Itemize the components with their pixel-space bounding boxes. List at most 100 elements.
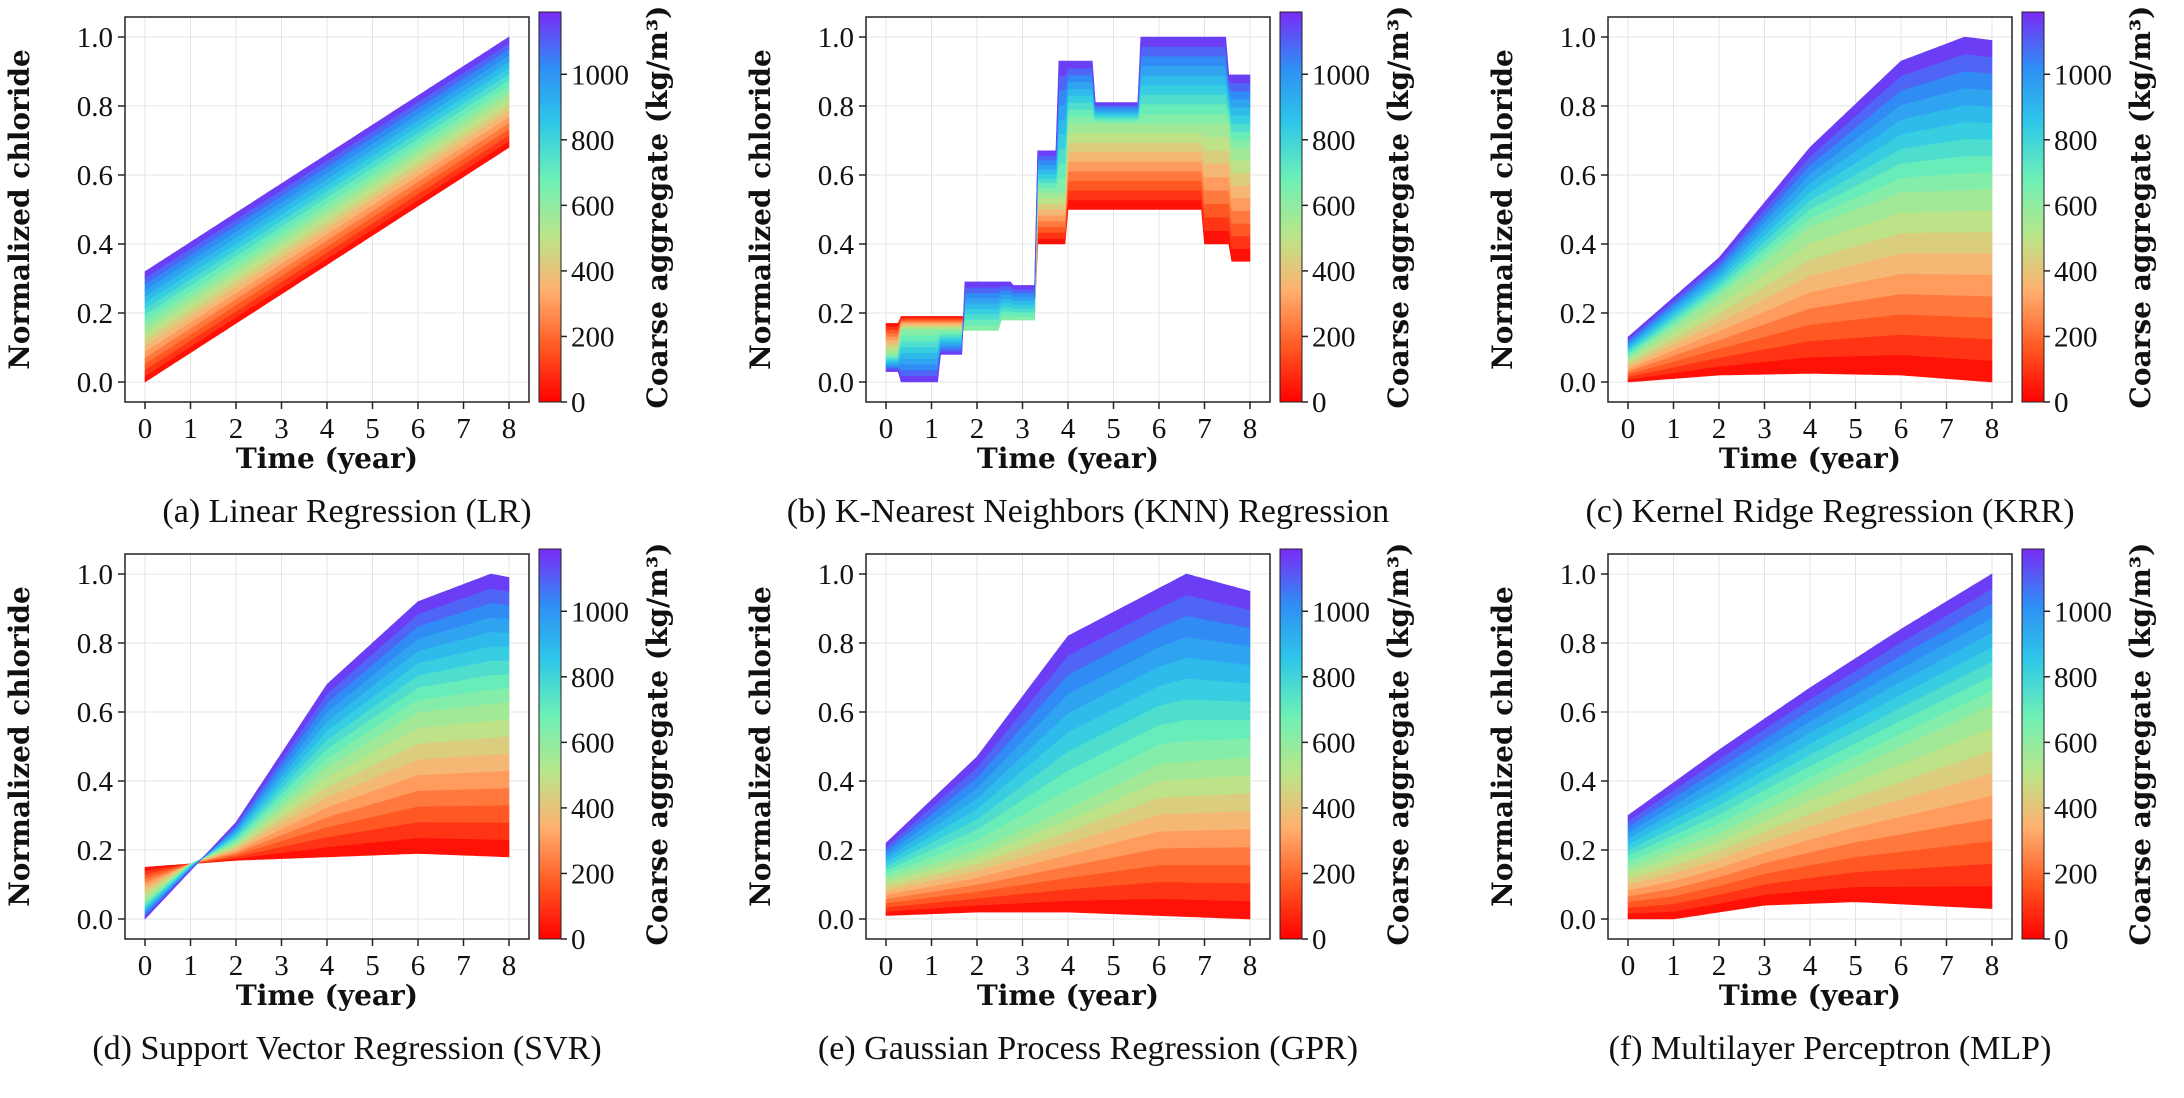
x-tick-label: 7 [1197,950,1212,982]
panel-caption: (f) Multilayer Perceptron (MLP) [1609,1030,2052,1067]
x-tick-label: 2 [970,413,985,445]
y-tick-label: 0.4 [1560,229,1597,261]
y-axis-title: Normalized chloride [744,586,777,907]
x-axis-title: Time (year) [1719,442,1901,475]
x-tick-label: 1 [1666,413,1681,445]
x-tick-label: 6 [411,950,426,982]
y-axis-title: Normalized chloride [3,49,36,370]
x-axis-title: Time (year) [977,979,1159,1012]
colorbar-tick-label: 200 [1312,858,1356,890]
y-axis-title: Normalized chloride [1486,49,1519,370]
data-band [885,36,1251,383]
x-tick-label: 6 [1152,950,1167,982]
x-tick-label: 4 [320,413,335,445]
x-tick-label: 4 [1061,950,1076,982]
colorbar [538,548,562,940]
y-tick-label: 0.6 [1560,697,1596,729]
y-tick-label: 0.2 [77,835,113,867]
colorbar-tick-label: 1000 [2054,59,2112,91]
x-tick-label: 4 [1803,950,1818,982]
x-tick-label: 4 [1803,413,1818,445]
y-tick-label: 0.8 [818,628,854,660]
colorbar-tick-label: 600 [1312,190,1356,222]
colorbar [1279,548,1303,940]
colorbar-tick-label: 0 [571,387,586,419]
colorbar-tick-label: 200 [571,858,615,890]
x-tick-label: 0 [138,413,153,445]
x-tick-label: 4 [1061,413,1076,445]
x-tick-label: 4 [320,950,335,982]
x-tick-label: 8 [1985,413,2000,445]
colorbar-tick-label: 600 [1312,727,1356,759]
colorbar-tick-label: 400 [571,256,615,288]
data-band [144,573,510,920]
colorbar-tick-label: 1000 [1312,59,1370,91]
y-axis-title: Normalized chloride [1486,586,1519,907]
x-axis-title: Time (year) [236,979,418,1012]
colorbar-label: Coarse aggregate (kg/m³) [2124,543,2157,946]
data-band [1627,573,1993,822]
colorbar-tick-label: 1000 [571,596,629,628]
x-tick-label: 6 [1152,413,1167,445]
colorbar-tick-label: 800 [2054,662,2098,694]
y-tick-label: 0.6 [77,160,113,192]
x-tick-label: 8 [1985,950,2000,982]
x-tick-label: 5 [365,413,380,445]
y-tick-label: 0.6 [818,160,854,192]
x-tick-label: 5 [1106,950,1121,982]
x-tick-label: 1 [183,950,198,982]
y-tick-label: 0.8 [77,91,113,123]
colorbar-label: Coarse aggregate (kg/m³) [2124,6,2157,409]
y-tick-label: 1.0 [1560,559,1596,591]
y-tick-label: 0.2 [818,835,854,867]
colorbar [2021,548,2045,940]
colorbar-tick-label: 600 [571,727,615,759]
x-tick-label: 6 [1894,950,1909,982]
y-tick-label: 0.0 [1560,367,1596,399]
y-tick-label: 0.4 [77,766,114,798]
x-axis-title: Time (year) [1719,979,1901,1012]
colorbar-tick-label: 0 [1312,924,1327,956]
y-tick-label: 0.2 [1560,298,1596,330]
colorbar [538,11,562,403]
y-tick-label: 0.0 [818,904,854,936]
y-tick-label: 1.0 [818,559,854,591]
panel-caption: (e) Gaussian Process Regression (GPR) [818,1030,1358,1067]
panel-caption: (c) Kernel Ridge Regression (KRR) [1585,493,2074,530]
x-tick-label: 5 [1848,950,1863,982]
y-tick-label: 0.2 [77,298,113,330]
y-tick-label: 1.0 [1560,22,1596,54]
colorbar-label: Coarse aggregate (kg/m³) [1382,543,1415,946]
colorbar-tick-label: 400 [1312,793,1356,825]
colorbar-tick-label: 800 [2054,125,2098,157]
y-axis-title: Normalized chloride [744,49,777,370]
colorbar-tick-label: 600 [2054,727,2098,759]
y-tick-label: 1.0 [77,22,113,54]
y-tick-label: 1.0 [818,22,854,54]
x-tick-label: 1 [924,950,939,982]
y-tick-label: 0.4 [77,229,114,261]
colorbar-tick-label: 800 [1312,125,1356,157]
y-tick-label: 0.0 [1560,904,1596,936]
x-tick-label: 6 [1894,413,1909,445]
colorbar-tick-label: 1000 [1312,596,1370,628]
x-tick-label: 2 [229,950,244,982]
x-tick-label: 3 [1757,950,1772,982]
y-tick-label: 0.6 [1560,160,1596,192]
x-tick-label: 0 [879,950,894,982]
x-tick-label: 1 [1666,950,1681,982]
panel-caption: (a) Linear Regression (LR) [162,493,531,530]
x-axis-title: Time (year) [977,442,1159,475]
y-tick-label: 0.0 [77,367,113,399]
x-tick-label: 7 [1939,950,1954,982]
x-tick-label: 0 [1621,950,1636,982]
colorbar-tick-label: 1000 [571,59,629,91]
y-tick-label: 0.8 [1560,91,1596,123]
x-tick-label: 5 [365,950,380,982]
x-tick-label: 7 [456,950,471,982]
colorbar-tick-label: 0 [571,924,586,956]
